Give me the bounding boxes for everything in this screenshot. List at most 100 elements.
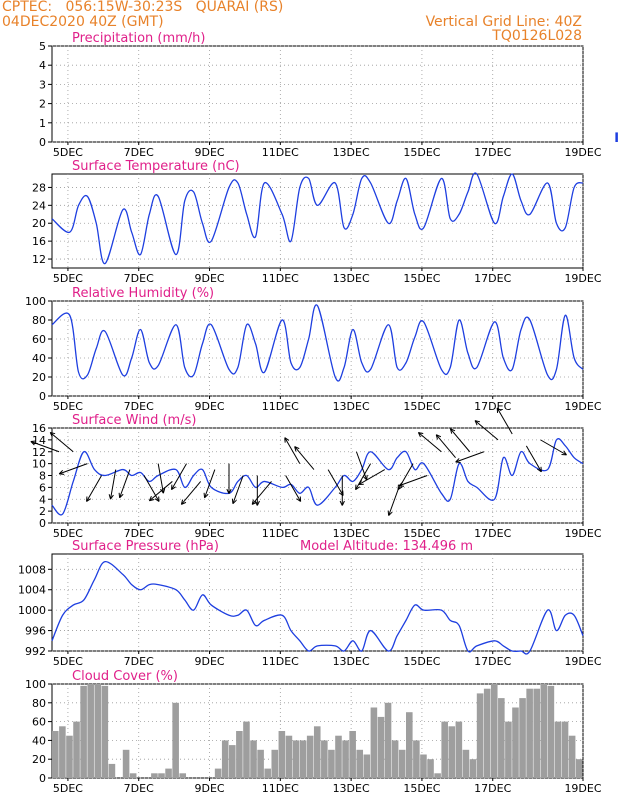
cloud-bar — [243, 721, 250, 778]
series-line — [51, 561, 584, 655]
x-tick-label: 7DEC — [124, 782, 154, 795]
y-tick-label: 1000 — [18, 604, 46, 617]
cloud-bar — [292, 740, 300, 778]
wind-arrow — [540, 439, 567, 456]
x-tick-label: 11DEC — [262, 527, 299, 540]
wind-arrow-head — [563, 450, 567, 456]
cloud-bar — [179, 773, 187, 778]
wind-arrow-head — [160, 488, 164, 494]
cloud-bar — [165, 768, 172, 778]
cloud-bar — [427, 759, 434, 778]
wind-arrow — [339, 475, 345, 506]
wind-arrow-head — [474, 420, 478, 426]
cloud-bar — [540, 684, 548, 778]
cloud-bar — [349, 731, 356, 778]
wind-arrow-head — [30, 440, 36, 442]
wind-arrow-shaft — [327, 469, 344, 496]
x-tick-label: 15DEC — [403, 527, 440, 540]
cloud-bar — [413, 740, 420, 778]
cloud-bar — [321, 740, 328, 778]
series-line — [51, 172, 584, 265]
y-tick-label: 4 — [39, 493, 46, 506]
wind-arrow-shaft — [110, 469, 117, 500]
cloud-bar — [356, 749, 364, 778]
y-tick-label: 20 — [32, 371, 46, 384]
cloud-bar — [342, 740, 349, 778]
panel-title: Relative Humidity (%) — [72, 286, 214, 301]
wind-arrow-head — [49, 432, 53, 438]
wind-arrow-head — [418, 431, 424, 435]
wind-arrow-head — [436, 434, 442, 438]
wind-arrow — [355, 463, 372, 491]
cloud-bar — [59, 726, 66, 778]
wind-arrow — [58, 463, 88, 475]
y-tick-label: 16 — [32, 422, 46, 435]
wind-arrow-head — [449, 428, 453, 434]
x-tick-label: 11DEC — [262, 272, 299, 285]
cloud-bar — [547, 685, 555, 778]
wind-arrow-head — [108, 494, 111, 500]
x-tick-label: 15DEC — [403, 272, 440, 285]
wind-arrow-head — [181, 501, 187, 505]
station-info: CPTEC: 056:15W-30:23S QUARAI (RS) — [2, 0, 284, 15]
y-tick-label: 6 — [39, 481, 46, 494]
wind-arrow-shaft — [232, 475, 244, 504]
cloud-bar — [250, 740, 257, 778]
y-tick-label: 24 — [32, 199, 46, 212]
wind-arrow — [231, 475, 244, 505]
model-code: TQ0126L028 — [492, 28, 582, 44]
plot-frame — [51, 553, 584, 652]
wind-arrow-shaft — [474, 420, 499, 441]
cloud-bar — [462, 749, 470, 778]
wind-arrow-head — [171, 486, 176, 491]
x-tick-label: 17DEC — [474, 400, 511, 413]
wind-arrow-head — [254, 500, 258, 506]
x-tick-label: 19DEC — [564, 655, 601, 668]
wind-arrow-head — [251, 501, 257, 505]
cloud-bar — [299, 740, 307, 778]
x-tick-label: 17DEC — [474, 527, 511, 540]
x-tick-label: 15DEC — [403, 146, 440, 159]
cloud-bar — [257, 749, 264, 778]
wind-arrow — [417, 431, 442, 453]
wind-arrow-shaft — [450, 428, 471, 453]
wind-arrow-head — [232, 499, 237, 505]
cloud-bar — [505, 721, 512, 778]
wind-arrow-shaft — [59, 463, 88, 475]
series-line — [51, 304, 584, 382]
x-tick-label: 17DEC — [474, 146, 511, 159]
y-tick-label: 20 — [32, 217, 46, 230]
cloud-bar — [271, 749, 279, 778]
wind-arrow-head — [296, 498, 301, 502]
y-tick-label: 2 — [39, 98, 46, 111]
panel-title: Surface Wind (m/s) — [72, 413, 196, 428]
x-tick-label: 9DEC — [194, 655, 224, 668]
wind-arrow — [387, 487, 400, 516]
x-tick-label: 17DEC — [474, 272, 511, 285]
wind-arrow-head — [366, 474, 368, 480]
cloud-bar — [151, 773, 158, 778]
cloud-bar — [498, 698, 505, 778]
wind-arrow — [49, 431, 74, 453]
y-tick-label: 40 — [32, 352, 46, 365]
wind-arrow — [355, 451, 368, 481]
cloud-bar — [229, 745, 236, 778]
wind-arrow — [435, 434, 456, 459]
wind-arrow-head — [226, 488, 230, 494]
wind-arrow — [474, 420, 499, 441]
cloud-bar — [561, 721, 569, 778]
x-tick-label: 13DEC — [333, 782, 370, 795]
wind-arrow — [254, 475, 260, 506]
x-tick-label: 17DEC — [474, 782, 511, 795]
cloud-bar — [483, 688, 491, 778]
cloud-bar — [519, 698, 526, 778]
wind-arrow-head — [450, 428, 456, 432]
y-tick-label: 0 — [39, 772, 46, 785]
cloud-bar — [420, 754, 427, 778]
cloud-bar — [391, 740, 399, 778]
wind-arrow-head — [417, 432, 421, 438]
x-tick-label: 5DEC — [53, 655, 83, 668]
y-tick-label: 1 — [39, 117, 46, 130]
y-tick-label: 100 — [25, 295, 46, 308]
